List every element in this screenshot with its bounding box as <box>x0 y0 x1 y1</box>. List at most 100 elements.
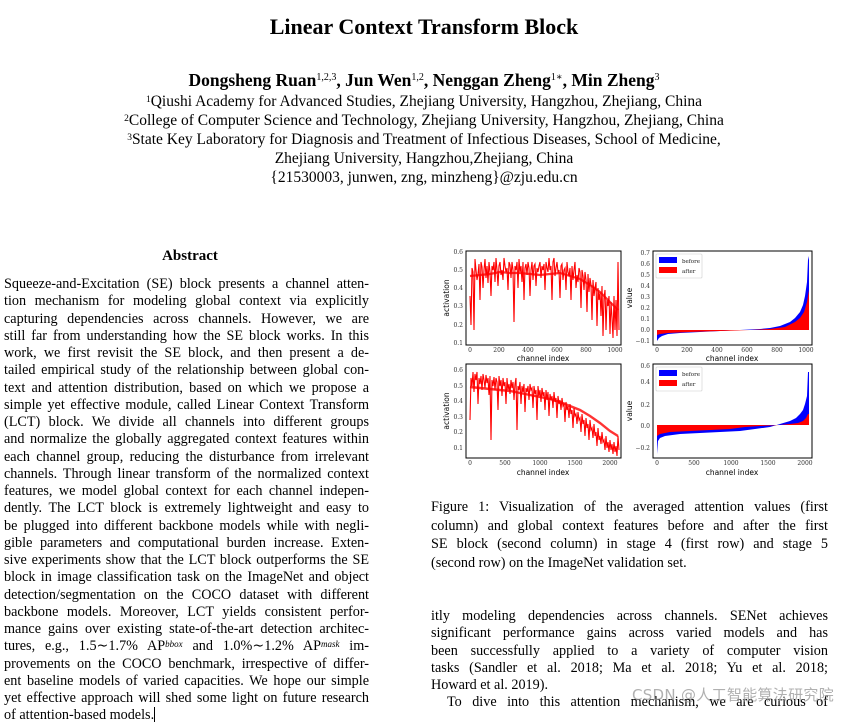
svg-text:0.6: 0.6 <box>640 363 650 370</box>
svg-text:0.3: 0.3 <box>453 303 463 310</box>
math-superscript: mask <box>320 639 340 650</box>
svg-text:500: 500 <box>688 460 700 467</box>
affiliation-text: College of Computer Science and Technolo… <box>128 112 724 129</box>
svg-text:1000: 1000 <box>723 460 738 467</box>
text-line: features, we model global context for ea… <box>4 483 369 499</box>
svg-text:600: 600 <box>551 347 563 354</box>
author-name: Nenggan Zheng <box>432 70 551 90</box>
y-axis-label: value <box>625 287 634 308</box>
text-line: yet effective approach will shed some li… <box>4 690 369 706</box>
text-line: text and attention distribution, based o… <box>4 379 369 396</box>
y-axis-label: value <box>625 400 634 421</box>
svg-text:2000: 2000 <box>797 460 812 467</box>
svg-text:0.4: 0.4 <box>453 285 463 292</box>
author-name: Jun Wen <box>345 70 412 90</box>
text-line: provements on the COCO benchmark, irresp… <box>4 655 369 672</box>
svg-text:1000: 1000 <box>798 347 813 354</box>
svg-text:0: 0 <box>655 460 659 467</box>
author-list: Dongsheng Ruan1,2,3, Jun Wen1,2, Nenggan… <box>188 70 660 90</box>
svg-text:0.1: 0.1 <box>453 340 463 347</box>
text-fragment: and 1.0%∼1.2% AP <box>182 638 321 655</box>
text-line: dently. The LCT block is extremely light… <box>4 500 369 517</box>
affiliation-line: 2College of Computer Science and Technol… <box>0 111 848 130</box>
author-emails: {21530003, junwen, zng, minzheng}@zju.ed… <box>0 168 848 187</box>
svg-text:1000: 1000 <box>532 460 547 467</box>
svg-text:600: 600 <box>741 347 753 354</box>
x-axis-label: channel index <box>706 468 759 477</box>
text-line: ent baseline models of varied capacities… <box>4 672 369 689</box>
x-axis-label: channel index <box>517 354 570 363</box>
svg-text:0.0: 0.0 <box>640 327 650 334</box>
author-affiliation-marker: 1,2 <box>411 72 424 83</box>
caption-line: Figure 1: Visualization of the averaged … <box>431 499 828 515</box>
svg-text:400: 400 <box>522 347 534 354</box>
legend-swatch-after <box>659 380 677 386</box>
text-line: itly modeling dependencies across channe… <box>431 608 828 624</box>
email-text: {21530003, junwen, zng, minzheng}@zju.ed… <box>270 169 578 186</box>
math-superscript: bbox <box>165 639 183 650</box>
svg-text:500: 500 <box>499 460 511 467</box>
affiliation-text: Zhejiang University, Hangzhou,Zhejiang, … <box>274 150 574 167</box>
chart-legend: before after <box>655 366 703 392</box>
text-cursor <box>154 707 156 723</box>
svg-text:0.2: 0.2 <box>640 305 650 312</box>
y-axis-label: activation <box>442 279 451 316</box>
legend-label-after: after <box>682 382 696 388</box>
svg-text:0: 0 <box>468 460 472 467</box>
svg-text:−0.2: −0.2 <box>635 445 650 452</box>
svg-text:0.1: 0.1 <box>453 445 463 452</box>
svg-text:0.5: 0.5 <box>453 383 463 390</box>
text-line: still far from understanding how the SE … <box>4 327 369 344</box>
svg-text:0: 0 <box>468 347 472 354</box>
text-line: mance gains over existing state-of-the-a… <box>4 621 369 637</box>
affiliation-marker: 1 <box>145 95 151 105</box>
svg-text:−0.1: −0.1 <box>635 338 650 345</box>
affiliation-line: Zhejiang University, Hangzhou,Zhejiang, … <box>0 149 848 168</box>
svg-text:800: 800 <box>580 347 592 354</box>
svg-text:200: 200 <box>493 347 505 354</box>
caption-line: SE block (second column) in stage 4 (fir… <box>431 536 828 552</box>
legend-label-before: before <box>682 372 700 378</box>
text-line: (LCT) block. We divide all channels into… <box>4 414 369 430</box>
svg-text:0.6: 0.6 <box>453 367 463 374</box>
text-line: and normalize the globally aggregated co… <box>4 431 369 448</box>
text-fragment: im- <box>339 638 369 655</box>
svg-text:0.0: 0.0 <box>640 423 650 430</box>
text-line: gible parameters and computational burde… <box>4 534 369 551</box>
text-line: of attention-based models. <box>4 707 369 724</box>
text-line-with-math: tures, e.g., 1.5∼1.7% APbbox and 1.0%∼1.… <box>4 638 369 655</box>
svg-text:0.5: 0.5 <box>453 267 463 274</box>
intro-body[interactable]: itly modeling dependencies across channe… <box>431 608 828 712</box>
svg-text:1500: 1500 <box>567 460 582 467</box>
chart-stage4-activation: 0.6 0.5 0.4 0.3 0.2 0.1 0 200 400 600 800 1000 c… <box>442 249 623 363</box>
text-line: work, we first revisit the SE block, and… <box>4 345 369 361</box>
affiliation-marker: 3 <box>127 133 132 143</box>
text-line: Howard et al. 2019). <box>431 677 549 693</box>
text-line: tion mechanism for modeling global conte… <box>4 293 369 310</box>
author-affiliation-marker: 1,2,3 <box>316 72 337 83</box>
y-axis-label: activation <box>442 392 451 429</box>
text-line: Squeeze-and-Excitation (SE) block presen… <box>4 276 369 292</box>
chart-legend: before after <box>655 253 703 279</box>
svg-text:0.2: 0.2 <box>453 322 463 329</box>
svg-text:0.4: 0.4 <box>640 379 650 386</box>
author-affiliation-marker: 1∗ <box>550 72 563 83</box>
svg-text:0.1: 0.1 <box>640 316 650 323</box>
svg-text:0: 0 <box>655 347 659 354</box>
affiliation-line: 1Qiushi Academy for Advanced Studies, Zh… <box>0 92 848 111</box>
abstract-body[interactable]: Squeeze-and-Excitation (SE) block presen… <box>4 276 369 725</box>
figure-caption: Figure 1: Visualization of the averaged … <box>431 498 828 572</box>
svg-text:0.5: 0.5 <box>640 272 650 279</box>
text-line: sive experiments show that the LCT block… <box>4 552 369 568</box>
text-line: been successfully applied to a variety o… <box>431 642 828 659</box>
text-line: To dive into this attention mechanism, w… <box>447 694 828 711</box>
text-fragment: tures, e.g., 1.5∼1.7% AP <box>4 638 166 655</box>
legend-swatch-before <box>659 370 677 376</box>
text-line: block in image classification task on th… <box>4 569 369 586</box>
x-axis-label: channel index <box>706 354 759 363</box>
figure-1: 0.6 0.5 0.4 0.3 0.2 0.1 0 200 400 600 800 1000 c… <box>425 244 825 480</box>
text-line: simple yet effective module, called Line… <box>4 396 369 413</box>
affiliation-text: Qiushi Academy for Advanced Studies, Zhe… <box>150 93 703 110</box>
affiliation-marker: 2 <box>124 114 129 124</box>
author-name: Dongsheng Ruan <box>188 70 317 90</box>
